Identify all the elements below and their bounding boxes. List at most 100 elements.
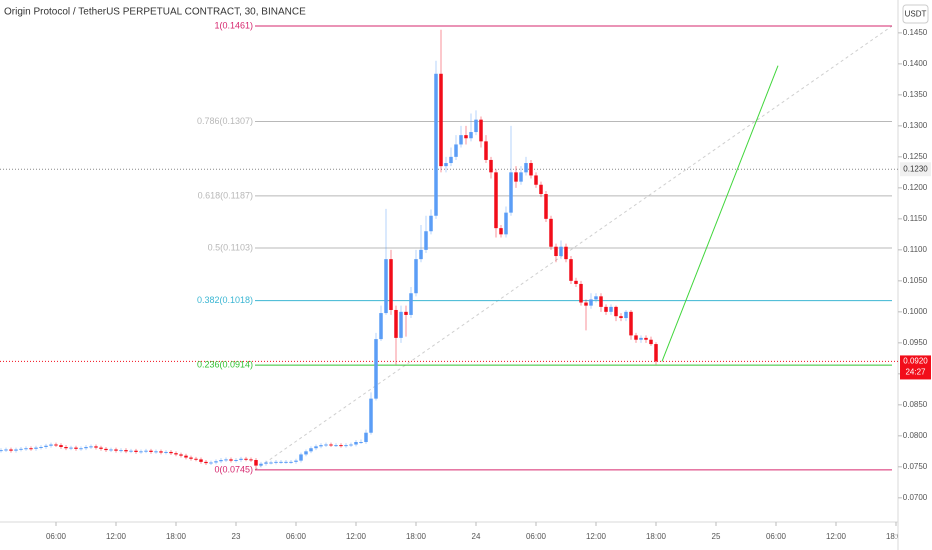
marker-price-box [900,162,931,177]
x-tick-label: 18:00 [646,532,667,541]
candle-body [419,249,423,260]
candle-body [469,132,473,139]
candle-body [204,461,208,464]
candle-body [339,445,343,447]
candle-body [509,172,513,213]
fib-level-label: 0.786(0.1307) [197,116,253,126]
candle-body [249,459,253,461]
candle-body [0,450,3,452]
candle-body [279,461,283,463]
candle-body [514,172,518,182]
candle-body [499,228,503,235]
last-price-label: 0.0920 [903,357,928,366]
candle-body [554,246,558,257]
x-tick-label: 06:00 [46,532,67,541]
candle-body [354,442,358,445]
candle-body [534,175,538,185]
candle-body [39,446,43,448]
candle-body [544,194,548,219]
candle-body [154,451,158,453]
candle-body [129,450,133,452]
x-tick-label: 25 [712,532,721,541]
candle-body [369,398,373,433]
candle-body [649,339,653,345]
candle-body [164,451,168,453]
y-tick-label: 0.1000 [903,307,928,316]
candle-body [399,311,403,338]
y-tick-label: 0.1300 [903,121,928,130]
x-tick-label: 06:00 [286,532,307,541]
candle-body [224,459,228,461]
candle-body [59,445,63,447]
candle-body [409,293,413,315]
candle-body [599,296,603,307]
candle-body [644,337,648,340]
chart-title: Origin Protocol / TetherUS PERPETUAL CON… [4,7,306,18]
candle-body [274,461,278,463]
candle-body [454,144,458,157]
fib-level-label: 0.236(0.0914) [197,360,253,370]
candle-body [4,449,8,451]
last-price-countdown: 24:27 [905,368,926,377]
y-tick-label: 0.1050 [903,276,928,285]
candle-body [189,457,193,459]
y-tick-label: 0.1350 [903,90,928,99]
candle-body [139,451,143,453]
candle-body [234,460,238,462]
candle-body [24,448,28,450]
candle-body [194,458,198,460]
candle-body [394,309,398,338]
candle-body [654,344,658,362]
candle-body [69,447,73,449]
candle-body [504,212,508,235]
candle-body [169,451,173,454]
y-tick-label: 0.1200 [903,183,928,192]
y-tick-label: 0.1250 [903,152,928,161]
y-tick-label: 0.0750 [903,462,928,471]
plot [0,25,898,471]
currency-button-label[interactable]: USDT [905,10,927,19]
candle-body [79,448,83,450]
x-tick-label: 12:00 [106,532,127,541]
candle-body [609,306,613,312]
candle-body [219,460,223,462]
candle-body [159,451,163,453]
candle-body [284,461,288,463]
candle-body [104,448,108,451]
last-price-box [900,355,931,380]
candle-body [149,450,153,452]
candle-body [624,311,628,319]
candle-body [89,446,93,448]
candle-body [124,450,128,452]
candle-body [54,444,58,446]
candle-body [404,311,408,315]
candle-body [479,119,483,142]
x-tick-label: 18:00 [406,532,427,541]
candle-body [579,283,583,303]
fib-level-label: 0.5(0.1103) [208,242,253,252]
x-tick-label: 12:00 [586,532,607,541]
candle-body [589,299,593,306]
trend-line [661,65,779,362]
candle-body [574,280,578,284]
fib-level-label: 0(0.0745) [214,464,253,474]
candle-body [49,444,53,446]
candle-body [429,215,433,232]
candle-body [264,462,268,464]
candle-body [174,453,178,455]
marker-price-label: 0.1230 [903,164,928,173]
candle-body [564,246,568,260]
candle-body [29,448,33,450]
candle-body [519,172,523,182]
candle-body [74,447,78,449]
currency-button[interactable] [902,4,929,24]
candle-body [294,460,298,462]
candle-body [484,141,488,160]
candle-body [634,335,638,340]
candle-body [459,135,463,145]
fib-level-label: 0.382(0.1018) [197,295,253,305]
candle-body [324,444,328,446]
candle-body [344,445,348,447]
fib-level-label: 0.618(0.1187) [198,190,253,200]
